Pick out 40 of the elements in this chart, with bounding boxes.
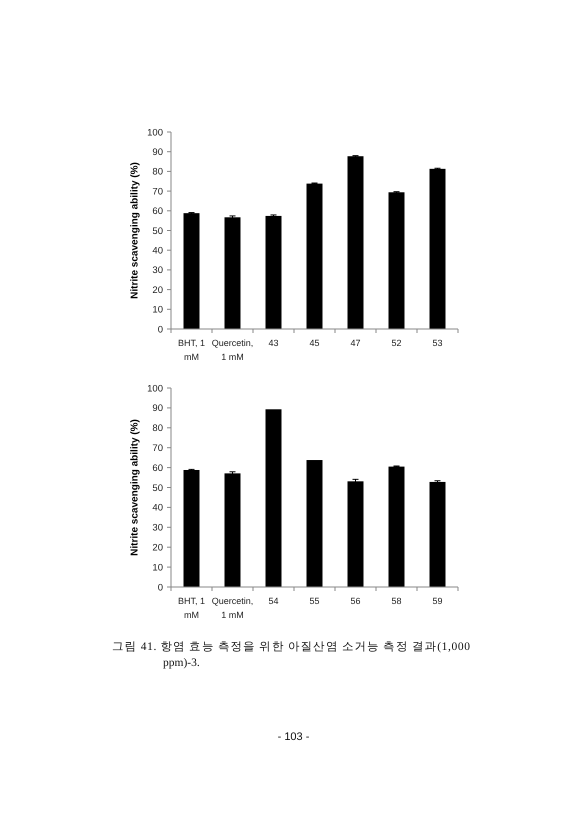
y-tick-label: 80 xyxy=(152,166,163,178)
y-tick-label: 10 xyxy=(152,562,163,574)
x-tick-label: Quercetin, 1 mM xyxy=(212,596,254,620)
text: - 103 - xyxy=(278,731,310,743)
y-tick-label: 100 xyxy=(147,127,163,138)
y-tick-label: 20 xyxy=(152,542,163,554)
y-tick-label: 80 xyxy=(152,423,163,434)
y-tick-label: 20 xyxy=(152,284,163,296)
x-tick-label: 56 xyxy=(350,596,361,606)
y-tick-label: 40 xyxy=(152,246,163,256)
y-tick-label: 50 xyxy=(152,226,163,237)
y-tick-label: 10 xyxy=(152,304,163,316)
y-tick-label: 100 xyxy=(147,383,163,394)
y-tick-label: 60 xyxy=(152,462,163,474)
x-tick-label: 45 xyxy=(309,338,320,348)
y-tick-label: 40 xyxy=(152,502,163,514)
x-tick-label: Quercetin, 1 mM xyxy=(212,338,254,362)
y-tick-label: 90 xyxy=(152,147,163,158)
x-tick-label: 43 xyxy=(268,338,279,348)
y-tick-label: 50 xyxy=(152,482,163,494)
y-tick-label: 70 xyxy=(152,186,163,198)
x-tick-label: 59 xyxy=(432,596,443,606)
x-tick-label: 53 xyxy=(432,338,443,348)
y-tick-label: 30 xyxy=(152,265,163,276)
caption: 그림 41. 항염 효능 측정을 위한 아질산염 소거능 측정 결과(1,000 ppm)-3. xyxy=(112,641,470,669)
x-tick-label: BHT, 1 mM xyxy=(178,596,206,620)
x-tick-label: 55 xyxy=(309,596,320,606)
x-tick-label: BHT, 1 mM xyxy=(178,338,206,362)
y-axis-title: Nitrite scavenging ability (%) xyxy=(130,162,140,299)
y-tick-label: 30 xyxy=(152,522,163,534)
y-tick-label: 0 xyxy=(158,582,163,594)
x-tick-label: 58 xyxy=(391,596,402,606)
y-tick-label: 0 xyxy=(158,324,163,336)
y-tick-label: 70 xyxy=(152,443,163,454)
y-tick-label: 90 xyxy=(152,403,163,414)
x-tick-label: 54 xyxy=(268,596,279,606)
y-tick-label: 60 xyxy=(152,206,163,218)
y-axis-title: Nitrite scavenging ability (%) xyxy=(130,419,140,556)
x-tick-label: 52 xyxy=(391,338,402,348)
x-tick-label: 47 xyxy=(350,338,361,348)
